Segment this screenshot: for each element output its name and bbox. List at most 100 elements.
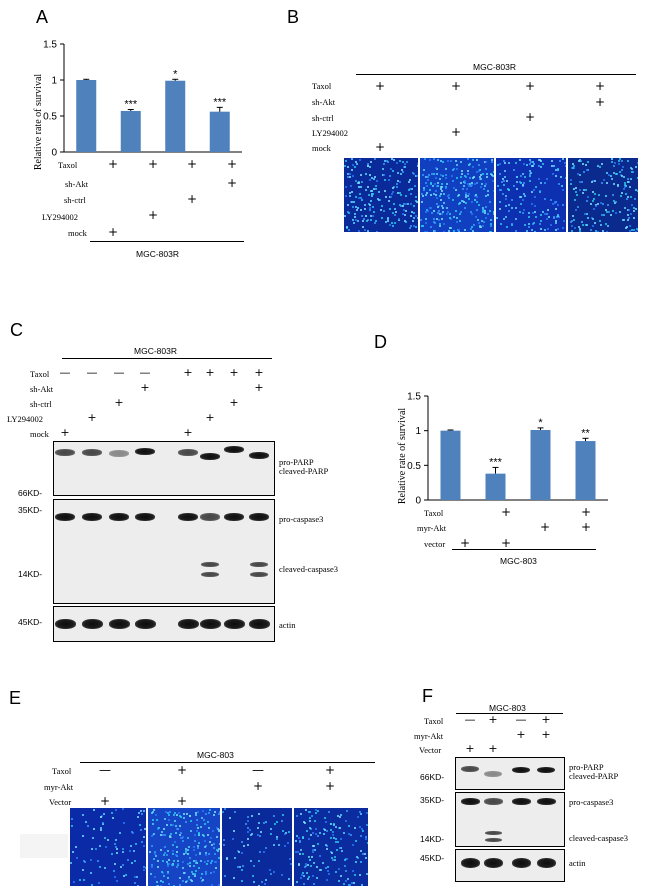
panel-c-band-cleaved-caspase3: cleaved-caspase3 — [279, 564, 338, 574]
plus-mark: + — [374, 79, 386, 93]
significance-mark: *** — [124, 99, 138, 111]
plus-mark: + — [324, 763, 336, 777]
blot-band — [536, 798, 556, 805]
panel-d-ylabel: Relative rate of survival — [397, 408, 408, 505]
panel-d-group-line — [452, 549, 596, 550]
blot-band — [54, 619, 76, 629]
plus-mark: + — [226, 157, 238, 171]
plus-mark: + — [147, 157, 159, 171]
plus-mark: + — [176, 763, 188, 777]
panel-f-band-pro-parp: pro-PARP — [569, 762, 604, 772]
panel-f-band-pro-caspase3: pro-caspase3 — [569, 797, 614, 807]
blot-band — [201, 562, 219, 567]
panel-e-group-line — [80, 762, 375, 763]
plus-mark: + — [594, 95, 606, 109]
y-tick-label: 0 — [51, 148, 57, 159]
blot-band — [461, 766, 479, 772]
panel-f-mw-45: 45KD- — [420, 853, 445, 863]
panel-d-letter: D — [374, 332, 387, 352]
plus-mark: + — [459, 536, 471, 550]
minus-mark: — — [515, 713, 527, 726]
blot-band — [55, 449, 75, 456]
blot-band — [223, 619, 245, 629]
bar — [530, 429, 551, 500]
panel-c-mw-14: 14KD- — [18, 569, 43, 579]
blot-band — [109, 450, 129, 457]
minus-mark: — — [59, 366, 71, 379]
plus-mark: + — [580, 520, 592, 534]
blot-band — [135, 448, 155, 455]
nuclei-dots — [70, 808, 72, 810]
panel-e-row-vector-label: Vector — [49, 797, 72, 807]
panel-a-group-line — [90, 241, 244, 242]
plus-mark: + — [205, 366, 215, 379]
blot-band — [81, 619, 103, 629]
minus-mark: — — [86, 366, 98, 379]
fluorescence-micrograph — [148, 808, 220, 886]
significance-mark: ** — [581, 427, 590, 439]
blot-band — [201, 572, 219, 577]
panel-e-row-myrakt-label: myr-Akt — [44, 782, 74, 792]
plus-mark: + — [541, 728, 551, 741]
plus-mark: + — [450, 125, 462, 139]
y-tick-label: 1.5 — [43, 40, 57, 51]
bar — [209, 111, 230, 152]
blot-band — [134, 619, 156, 629]
plus-mark: + — [107, 157, 119, 171]
panel-f-band-cleaved-parp: cleaved-PARP — [569, 771, 619, 781]
y-tick-label: 1 — [415, 426, 421, 437]
blot-band — [224, 446, 244, 453]
minus-mark: — — [113, 366, 125, 379]
panel-f-band-cleaved-caspase3: cleaved-caspase3 — [569, 833, 628, 843]
blot-band — [249, 452, 269, 459]
nuclei-dots — [568, 158, 570, 160]
bar — [120, 110, 141, 152]
plus-mark: + — [186, 192, 198, 206]
panel-b-group-label: MGC-803R — [473, 62, 516, 72]
plus-mark: + — [176, 794, 188, 808]
blot-band — [178, 513, 198, 521]
panel-e-letter: E — [9, 688, 22, 708]
panel-d-row-myrakt-label: myr-Akt — [417, 523, 447, 533]
blot-band — [248, 619, 270, 629]
bar — [575, 441, 596, 500]
panel-f-group-line — [456, 713, 563, 714]
plus-mark: + — [107, 225, 119, 239]
blot-band — [178, 449, 198, 456]
plus-mark: + — [186, 157, 198, 171]
fluorescence-micrograph — [344, 158, 418, 232]
blot-band — [250, 572, 268, 577]
panel-c-group-label: MGC-803R — [134, 346, 177, 356]
plus-mark: + — [488, 713, 498, 726]
plus-mark: + — [252, 779, 264, 793]
blot-band — [484, 771, 502, 777]
panel-b-letter: B — [287, 7, 300, 27]
significance-mark: * — [173, 68, 178, 80]
bar — [485, 473, 506, 500]
y-tick-label: 1.5 — [407, 392, 421, 403]
significance-mark: *** — [489, 456, 503, 468]
blot-band — [511, 858, 531, 868]
plus-mark: + — [99, 794, 111, 808]
blot-band — [460, 798, 480, 805]
panel-a-letter: A — [36, 7, 49, 27]
minus-mark: — — [99, 763, 111, 777]
panel-c-band-pro-parp: pro-PARP — [279, 457, 314, 467]
plus-mark: + — [580, 505, 592, 519]
plus-mark: + — [254, 381, 264, 394]
plus-mark: + — [183, 366, 193, 379]
panel-c-mw-35: 35KD- — [18, 505, 43, 515]
y-tick-label: 0.5 — [407, 461, 421, 472]
plus-mark: + — [516, 728, 526, 741]
plus-mark: + — [539, 520, 551, 534]
panel-b-group-line — [356, 74, 636, 75]
blot-band — [250, 562, 268, 567]
significance-mark: * — [538, 417, 543, 429]
panel-f-mw-66: 66KD- — [420, 772, 445, 782]
plus-mark: + — [183, 426, 193, 439]
panel-c-band-actin: actin — [279, 620, 296, 630]
blot-band — [82, 513, 102, 521]
nuclei-dots — [344, 158, 346, 160]
panel-b-row-shctrl-label: sh-ctrl — [312, 113, 334, 123]
panel-b-row-mock-label: mock — [312, 143, 331, 153]
